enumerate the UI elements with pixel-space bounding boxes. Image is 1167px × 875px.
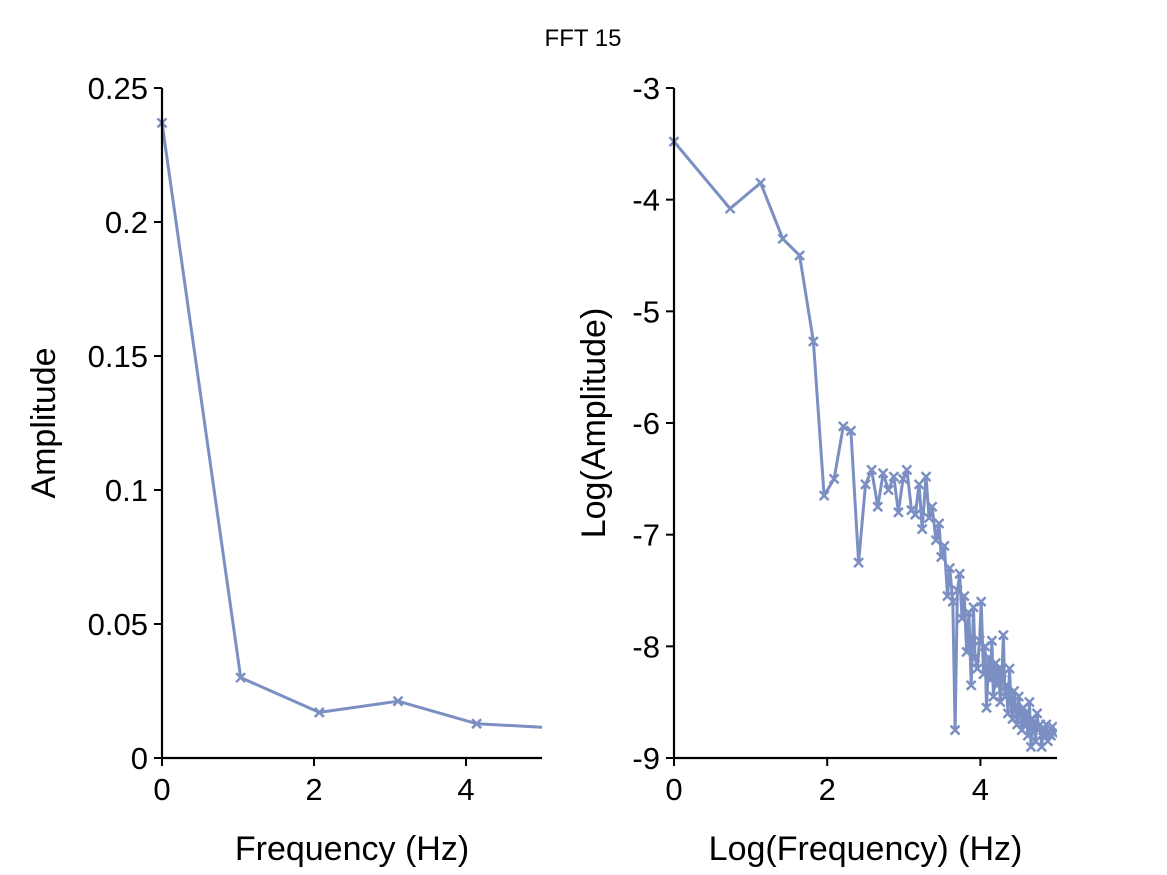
log-amplitude-point [755, 177, 766, 189]
log-amplitude-point [935, 551, 947, 563]
log-amplitude-point [883, 484, 894, 496]
log-amplitude-point [920, 471, 932, 482]
log-amplitude-point [897, 473, 909, 485]
log-amplitude-point [947, 596, 959, 608]
log-amplitude-point [888, 471, 900, 482]
log-amplitude-point [1022, 730, 1034, 742]
log-amplitude-point [1001, 680, 1012, 691]
log-amplitude-point [893, 506, 904, 518]
log-amplitude-point [853, 557, 864, 568]
log-amplitude-point [916, 523, 928, 535]
log-amplitude-y-tick-label: -6 [632, 406, 660, 441]
log-amplitude-point [975, 596, 987, 608]
log-amplitude-point [777, 233, 789, 245]
amplitude-y-tick-label: 0.1 [105, 473, 148, 508]
log-amplitude-line [672, 140, 1056, 749]
log-amplitude-point [1024, 696, 1035, 708]
log-amplitude-point [986, 635, 998, 647]
amplitude-point [392, 695, 404, 707]
log-amplitude-point [997, 629, 1009, 641]
log-amplitude-point [866, 464, 878, 476]
log-amplitude-y-tick-label: -9 [632, 741, 660, 776]
log-amplitude-point [1004, 663, 1015, 675]
amplitude-point [313, 707, 325, 718]
amplitude-panel: 0 2 4 0 0.05 0.1 0.15 0.2 0.25 Frequency (Hz) Ampl… [25, 71, 560, 868]
log-amplitude-y-tick-label: -4 [632, 183, 660, 218]
log-amplitude-point [877, 467, 889, 479]
log-amplitude-point [909, 509, 921, 520]
amplitude-y-tick-label: 0.05 [88, 607, 148, 642]
log-amplitude-point [1031, 707, 1043, 719]
log-amplitude-point [1013, 691, 1025, 702]
log-amplitude-point [944, 562, 956, 574]
log-amplitude-y-tick-label: -3 [632, 71, 660, 106]
log-amplitude-x-tick-label: 2 [819, 772, 836, 807]
log-amplitude-point [872, 501, 884, 513]
log-amplitude-point [1040, 719, 1052, 730]
log-amplitude-point [958, 590, 970, 602]
log-amplitude-point [724, 203, 736, 214]
log-amplitude-y-label: Log(Amplitude) [575, 308, 613, 539]
log-amplitude-point [933, 518, 945, 529]
log-amplitude-panel: 0 2 4 -9 -8 -7 -6 -5 -4 -3 Log(Frequency) (Hz) Log(… [575, 71, 1057, 868]
amplitude-y-tick-label: 0 [131, 741, 148, 776]
log-amplitude-point [923, 512, 935, 524]
log-amplitude-y-tick-label: -7 [632, 518, 660, 553]
amplitude-x-tick-label: 2 [305, 772, 322, 807]
log-amplitude-point [837, 420, 849, 432]
amplitude-x-tick-label: 0 [153, 772, 170, 807]
log-amplitude-point [961, 646, 972, 658]
log-amplitude-point [926, 501, 938, 513]
log-amplitude-point [1048, 728, 1057, 739]
log-amplitude-point [860, 479, 871, 490]
log-amplitude-point [828, 473, 840, 485]
log-amplitude-point [993, 663, 1005, 675]
log-amplitude-point [794, 250, 806, 261]
log-amplitude-y-tick-label: -8 [632, 629, 660, 664]
log-amplitude-point [930, 534, 942, 546]
log-amplitude-y-tick-label: -5 [632, 294, 660, 329]
amplitude-y-tick-label: 0.15 [88, 339, 148, 374]
log-amplitude-point [969, 652, 981, 663]
log-amplitude-point [949, 724, 961, 736]
log-amplitude-point [939, 540, 950, 552]
log-amplitude-series [668, 136, 1057, 753]
log-amplitude-point [954, 568, 966, 580]
log-amplitude-x-label: Log(Frequency) (Hz) [709, 830, 1023, 868]
amplitude-series [156, 117, 560, 732]
log-amplitude-x-tick-label: 4 [972, 772, 989, 807]
amplitude-y-tick-label: 0.25 [88, 71, 148, 106]
log-amplitude-point [808, 336, 819, 347]
amplitude-y-tick-label: 0.2 [105, 205, 148, 240]
amplitude-point [551, 723, 560, 732]
log-amplitude-point [845, 425, 857, 437]
log-amplitude-point [965, 680, 977, 691]
amplitude-y-label: Amplitude [25, 347, 63, 498]
figure-title: FFT 15 [545, 25, 622, 52]
amplitude-line [160, 122, 542, 729]
amplitude-point [235, 672, 247, 683]
log-amplitude-point [990, 657, 1002, 669]
log-amplitude-point [901, 464, 913, 476]
log-amplitude-point [818, 490, 830, 501]
log-amplitude-point [981, 702, 992, 714]
amplitude-x-label: Frequency (Hz) [235, 830, 469, 868]
amplitude-point [471, 718, 483, 730]
log-amplitude-point [1019, 719, 1031, 730]
log-amplitude-x-tick-label: 0 [665, 772, 682, 807]
log-amplitude-point [968, 601, 979, 613]
amplitude-x-tick-label: 4 [457, 772, 474, 807]
